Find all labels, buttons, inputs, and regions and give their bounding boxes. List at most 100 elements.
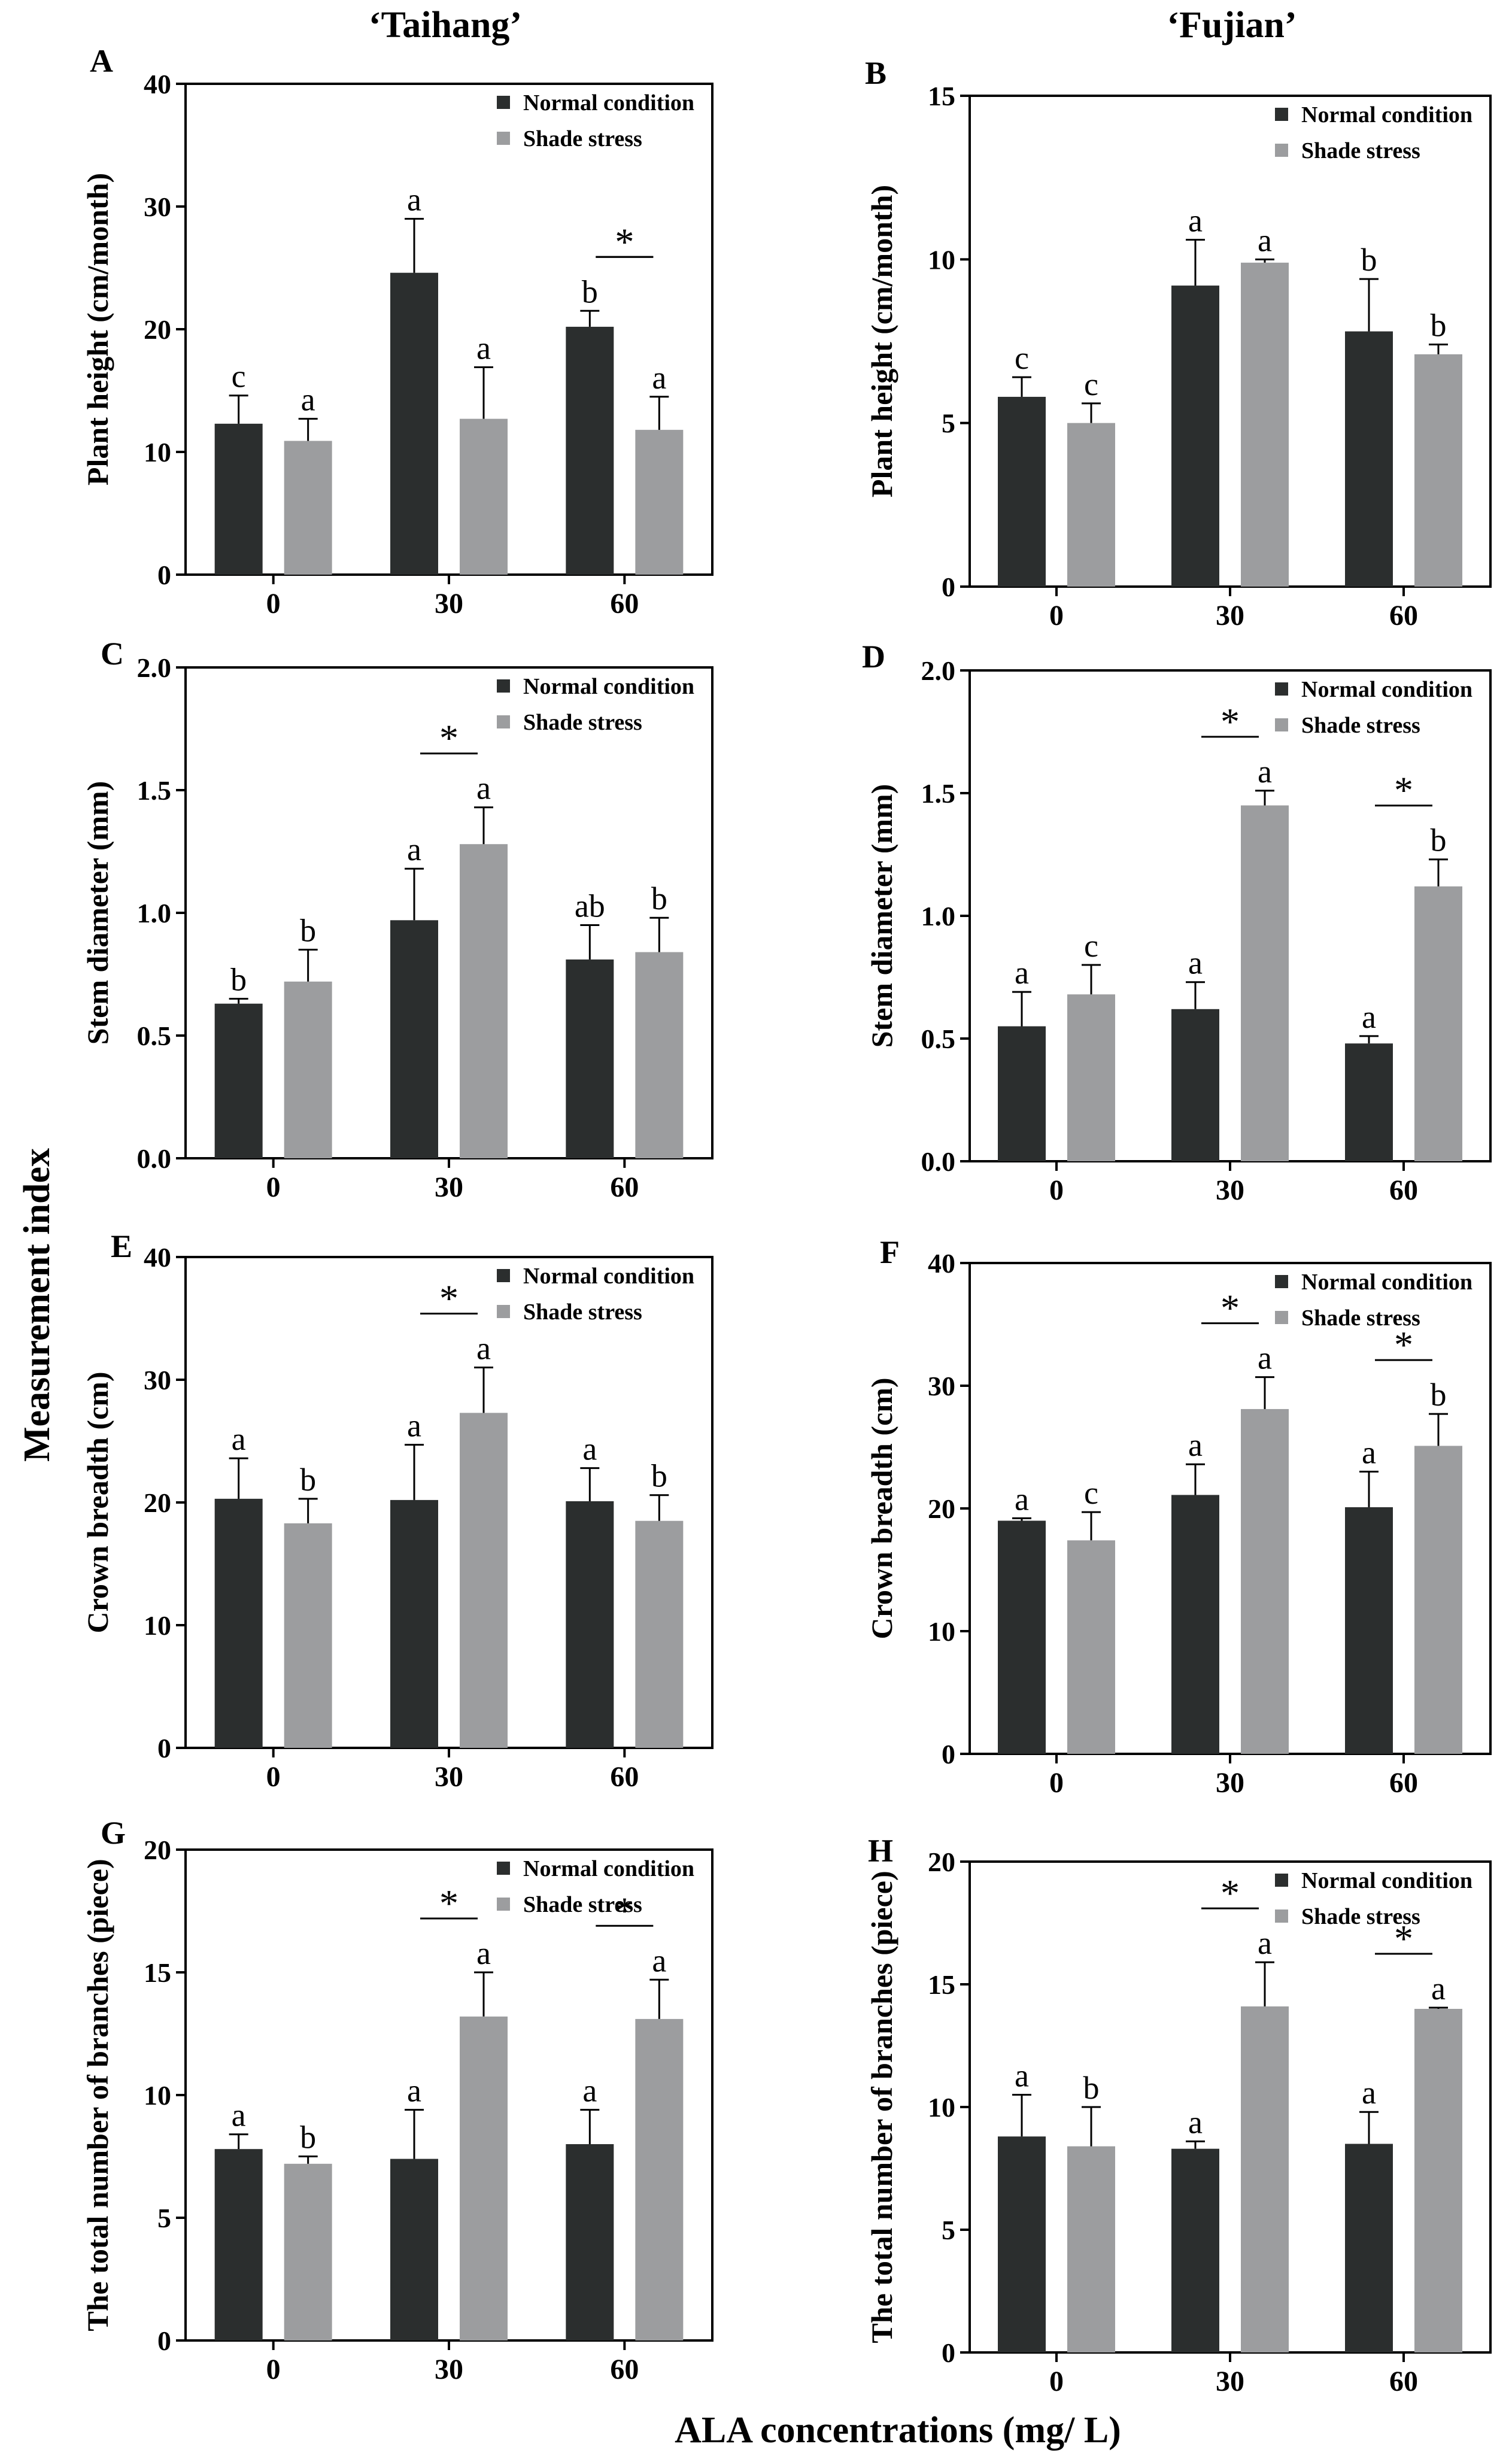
significance-letter: b [1361, 242, 1377, 278]
bar-normal-0 [998, 2136, 1046, 2352]
significance-star: * [1220, 1287, 1240, 1329]
bar-normal-30 [390, 272, 438, 575]
significance-letter: a [407, 182, 421, 218]
significance-star: * [615, 1889, 634, 1932]
significance-letter: a [232, 2097, 246, 2133]
bar-shade-60 [635, 952, 684, 1158]
y-tick-label: 10 [928, 2092, 955, 2123]
bar-normal-60 [1345, 2144, 1393, 2352]
legend-label-normal: Normal condition [1301, 102, 1472, 127]
significance-letter: c [1084, 366, 1098, 402]
y-tick-label: 0.0 [137, 1143, 172, 1174]
legend-swatch-shade [497, 132, 510, 145]
panel-letter: A [90, 43, 113, 79]
legend-label-shade: Shade stress [523, 1892, 642, 1917]
shared-xlabel: ALA concentrations (mg/ L) [675, 2410, 1121, 2451]
y-tick-label: 30 [928, 1371, 955, 1401]
bar-shade-60 [1414, 886, 1462, 1161]
y-tick-label: 30 [144, 1365, 171, 1395]
legend-label-normal: Normal condition [1301, 1270, 1472, 1295]
plot-frame [184, 1256, 714, 1749]
bar-normal-60 [566, 326, 614, 575]
y-tick-label: 1.0 [921, 901, 956, 931]
x-tick-label: 0 [266, 1761, 281, 1793]
y-tick-label: 40 [144, 1242, 171, 1273]
x-tick-label: 0 [1049, 2366, 1064, 2397]
significance-star: * [1394, 769, 1413, 812]
significance-letter: a [407, 2073, 421, 2109]
panel-letter: D [862, 639, 885, 675]
significance-letter: b [582, 274, 598, 309]
bar-shade-0 [1067, 2146, 1115, 2352]
legend-swatch-shade [1275, 1311, 1288, 1324]
legend-label-normal: Normal condition [523, 1856, 694, 1881]
plot-frame [968, 95, 1492, 588]
bar-shade-30 [1241, 2006, 1289, 2352]
y-tick-label: 20 [144, 1835, 171, 1865]
bar-normal-30 [1171, 1495, 1219, 1754]
y-tick-label: 0 [942, 2337, 955, 2368]
bar-normal-60 [1345, 331, 1393, 587]
legend-label-shade: Shade stress [523, 1300, 642, 1325]
y-axis-label: The total number of branches (piece) [865, 1871, 898, 2343]
y-tick-label: 5 [942, 2215, 955, 2245]
significance-letter: b [651, 881, 667, 916]
x-tick-label: 0 [1049, 600, 1064, 632]
significance-letter: a [1188, 2104, 1203, 2140]
y-axis-label: The total number of branches (piece) [81, 1859, 114, 2331]
significance-letter: b [1083, 2070, 1100, 2106]
bar-shade-60 [635, 2018, 684, 2340]
significance-letter: c [1015, 340, 1029, 376]
bar-normal-30 [390, 2159, 438, 2340]
legend-swatch-normal [1275, 1275, 1288, 1288]
legend-swatch-shade [1275, 1909, 1288, 1923]
significance-letter: b [300, 2120, 316, 2156]
panels-group: A Plant height (cm/month) 0 10 20 30 40 0 c a 30 a a… [81, 43, 1492, 2397]
bar-shade-0 [1067, 994, 1115, 1161]
bar-shade-30 [1241, 805, 1289, 1161]
bar-shade-0 [284, 441, 332, 575]
x-tick-label: 60 [1389, 1767, 1418, 1799]
legend-swatch-normal [1275, 682, 1288, 696]
bar-normal-0 [214, 423, 263, 575]
shared-ylabel: Measurement index [17, 1148, 57, 1462]
legend-swatch-shade [497, 1898, 510, 1911]
y-tick-label: 0.5 [137, 1021, 172, 1051]
significance-letter: a [476, 1935, 491, 1971]
bar-shade-0 [284, 2163, 332, 2340]
bar-shade-0 [284, 1523, 332, 1748]
y-tick-label: 0 [157, 560, 171, 590]
legend-label-normal: Normal condition [523, 1264, 694, 1289]
col-title-taihang: ‘Taihang’ [369, 5, 522, 45]
y-tick-label: 20 [928, 1493, 955, 1524]
x-tick-label: 30 [435, 2354, 463, 2385]
significance-star: * [439, 1882, 459, 1924]
significance-letter: a [1258, 222, 1272, 258]
significance-letter: a [582, 1431, 597, 1467]
legend-swatch-normal [497, 96, 510, 109]
panel-e: E Crown breadth (cm) 0 10 20 30 40 0 a b 30 a a 60 a b *… [81, 1228, 714, 1793]
legend-label-shade: Shade stress [1301, 1306, 1420, 1331]
significance-letter: a [407, 831, 421, 867]
significance-letter: a [652, 360, 666, 396]
legend-swatch-shade [1275, 718, 1288, 731]
x-tick-label: 30 [435, 1761, 463, 1793]
y-tick-label: 0 [942, 572, 955, 602]
legend-swatch-normal [497, 1862, 510, 1875]
legend-swatch-shade [1275, 144, 1288, 157]
bar-shade-0 [284, 981, 332, 1158]
x-tick-label: 0 [266, 588, 281, 620]
y-tick-label: 1.5 [921, 778, 956, 809]
bar-shade-60 [1414, 354, 1462, 587]
y-axis-label: Plant height (cm/month) [865, 185, 898, 497]
significance-letter: c [1084, 1475, 1098, 1511]
bar-normal-60 [566, 1501, 614, 1748]
y-tick-label: 20 [144, 314, 171, 345]
significance-star: * [1220, 1872, 1240, 1914]
bar-normal-0 [214, 1003, 263, 1158]
significance-letter: b [230, 962, 247, 998]
bar-shade-30 [1241, 1408, 1289, 1754]
y-tick-label: 5 [942, 408, 955, 439]
plot-frame [968, 669, 1492, 1162]
